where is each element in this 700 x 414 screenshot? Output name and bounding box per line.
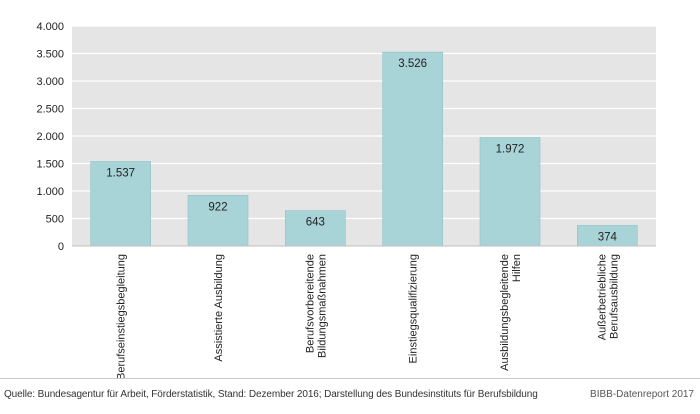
bar-value-label: 922 xyxy=(208,201,227,213)
bar xyxy=(382,51,443,247)
x-tick-label: Berufsvorbereitende xyxy=(304,254,316,353)
y-tick-label: 1.500 xyxy=(36,159,64,171)
x-tick-label: Einstiegsqualifizierung xyxy=(408,254,420,363)
y-tick-label: 3.500 xyxy=(36,49,64,61)
footer-divider xyxy=(0,378,700,379)
bar-value-label: 3.526 xyxy=(398,58,427,70)
x-tick-label-group: Ausbildungsbegleitende Hilfen xyxy=(499,254,523,371)
x-tick-label: Berufseinstiegsbegleitung xyxy=(116,254,128,378)
bar xyxy=(479,137,541,247)
chart-footer: Quelle: Bundesagentur für Arbeit, Förder… xyxy=(0,378,700,414)
y-tick-label: 0 xyxy=(58,241,64,253)
y-tick-label: 3.000 xyxy=(36,76,64,88)
y-tick-label: 500 xyxy=(46,214,64,226)
y-tick-label: 2.500 xyxy=(36,104,64,116)
x-tick-label-group: Berufseinstiegsbegleitung xyxy=(116,254,128,378)
chart-canvas: 0 500 1.000 1.500 2.000 2.500 3.000 3.500 4.000 1… xyxy=(36,21,656,378)
y-tick-label: 4.000 xyxy=(36,21,64,33)
source-note: Quelle: Bundesagentur für Arbeit, Förder… xyxy=(4,389,538,400)
bar xyxy=(90,161,151,247)
bar-value-label: 643 xyxy=(306,217,325,229)
publication-credit: BIBB-Datenreport 2017 xyxy=(590,389,694,400)
x-tick-label: Ausbildungsbegleitende xyxy=(499,254,511,371)
x-tick-label: Bildungsmaßnahmen xyxy=(316,254,328,358)
x-tick-label-group: Berufsvorbereitende Bildungsmaßnahmen xyxy=(304,254,328,358)
x-tick-label-group: Assistierte Ausbildung xyxy=(213,254,225,362)
bar-value-label: 1.537 xyxy=(106,167,135,179)
x-tick-label: Assistierte Ausbildung xyxy=(213,254,225,362)
bar-value-label: 374 xyxy=(598,231,618,243)
x-tick-label-group: Einstiegsqualifizierung xyxy=(408,254,420,363)
bar xyxy=(187,194,249,247)
bar xyxy=(285,210,346,247)
x-tick-label: Außerbetriebliche xyxy=(596,254,608,340)
y-tick-label: 1.000 xyxy=(36,186,64,198)
x-tick-label: Hilfen xyxy=(511,254,523,282)
x-tick-label: Berufsausbildung xyxy=(608,254,620,339)
bar-value-label: 1.972 xyxy=(496,144,525,156)
y-tick-label: 2.000 xyxy=(36,131,64,143)
x-tick-label-group: Außerbetriebliche Berufsausbildung xyxy=(596,254,620,340)
